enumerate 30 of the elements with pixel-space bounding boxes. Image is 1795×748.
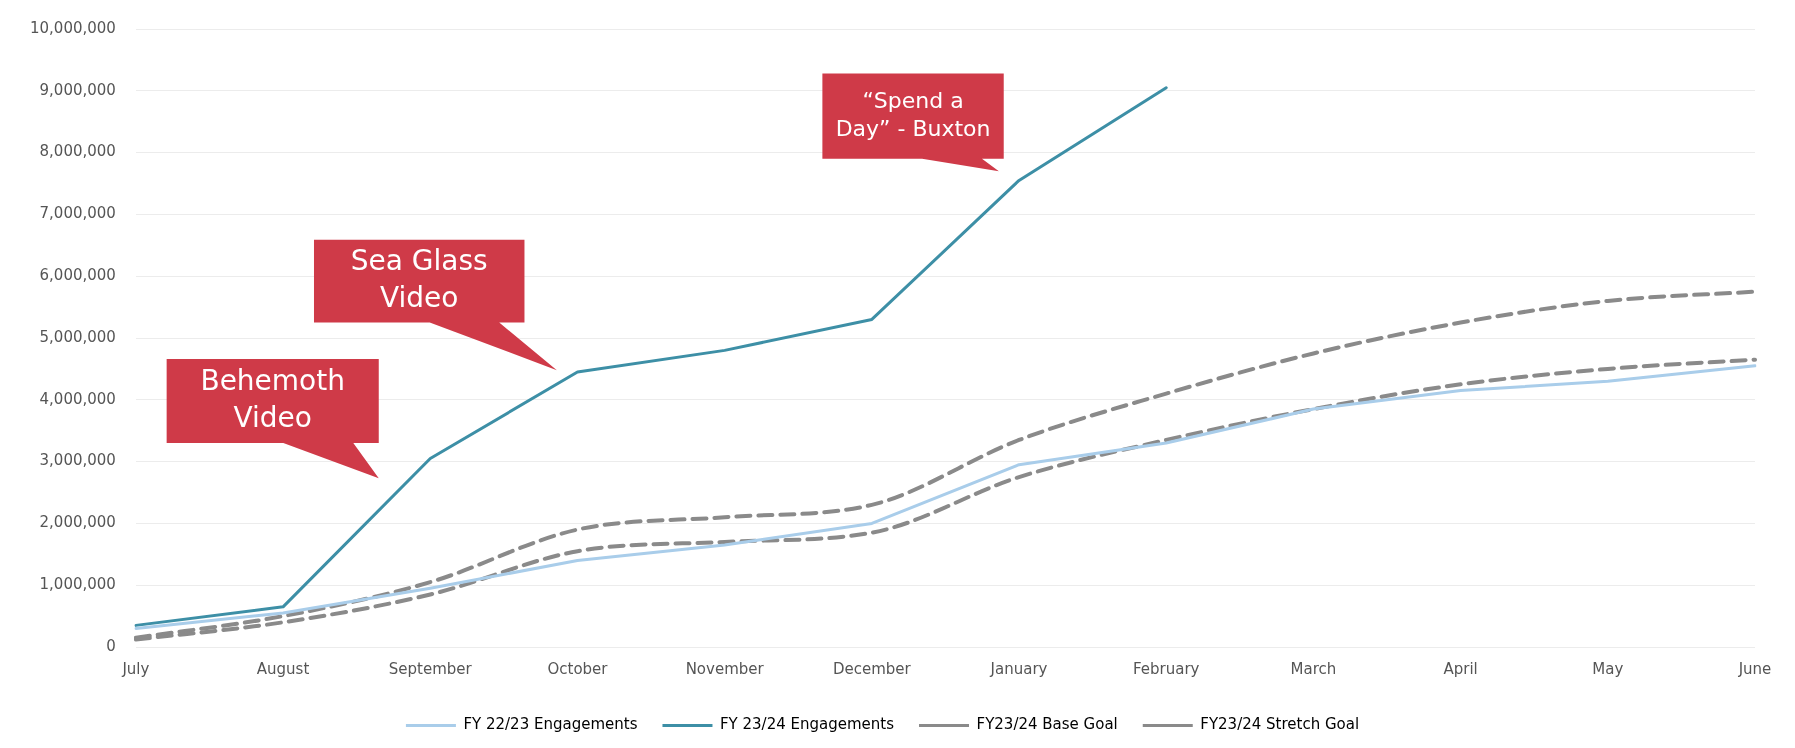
y-tick-label: 2,000,000 [39,513,116,532]
x-tick-label: March [1290,659,1337,678]
y-tick-label: 8,000,000 [39,142,116,161]
legend-label: FY23/24 Stretch Goal [1200,715,1360,734]
x-tick-label: September [388,659,473,678]
legend-label: FY 23/24 Engagements [719,715,895,734]
y-tick-label: 9,000,000 [39,80,116,99]
annotation: “Spend a Day” - Buxton [835,87,991,142]
y-tick-label: 7,000,000 [39,204,116,223]
y-tick-label: 4,000,000 [39,389,116,408]
x-tick-label: May [1592,659,1624,678]
x-tick-label: December [832,659,912,678]
y-tick-label: 0 [106,636,116,655]
legend-label: FY23/24 Base Goal [976,715,1118,734]
y-tick-label: 5,000,000 [39,327,116,346]
x-tick-label: October [547,659,609,678]
x-tick-label: April [1443,659,1478,678]
y-tick-label: 1,000,000 [39,575,116,594]
x-tick-label: June [1737,659,1772,678]
x-tick-label: August [256,659,310,678]
x-tick-label: July [121,659,150,678]
y-tick-label: 10,000,000 [29,18,116,37]
y-tick-label: 6,000,000 [39,266,116,285]
x-tick-label: November [685,659,765,678]
annotation: Behemoth Video [200,364,345,434]
legend-label: FY 22/23 Engagements [463,715,638,734]
y-tick-label: 3,000,000 [39,451,116,470]
x-tick-label: January [989,659,1048,678]
annotation: Sea Glass Video [350,244,488,314]
x-tick-label: February [1133,659,1200,678]
